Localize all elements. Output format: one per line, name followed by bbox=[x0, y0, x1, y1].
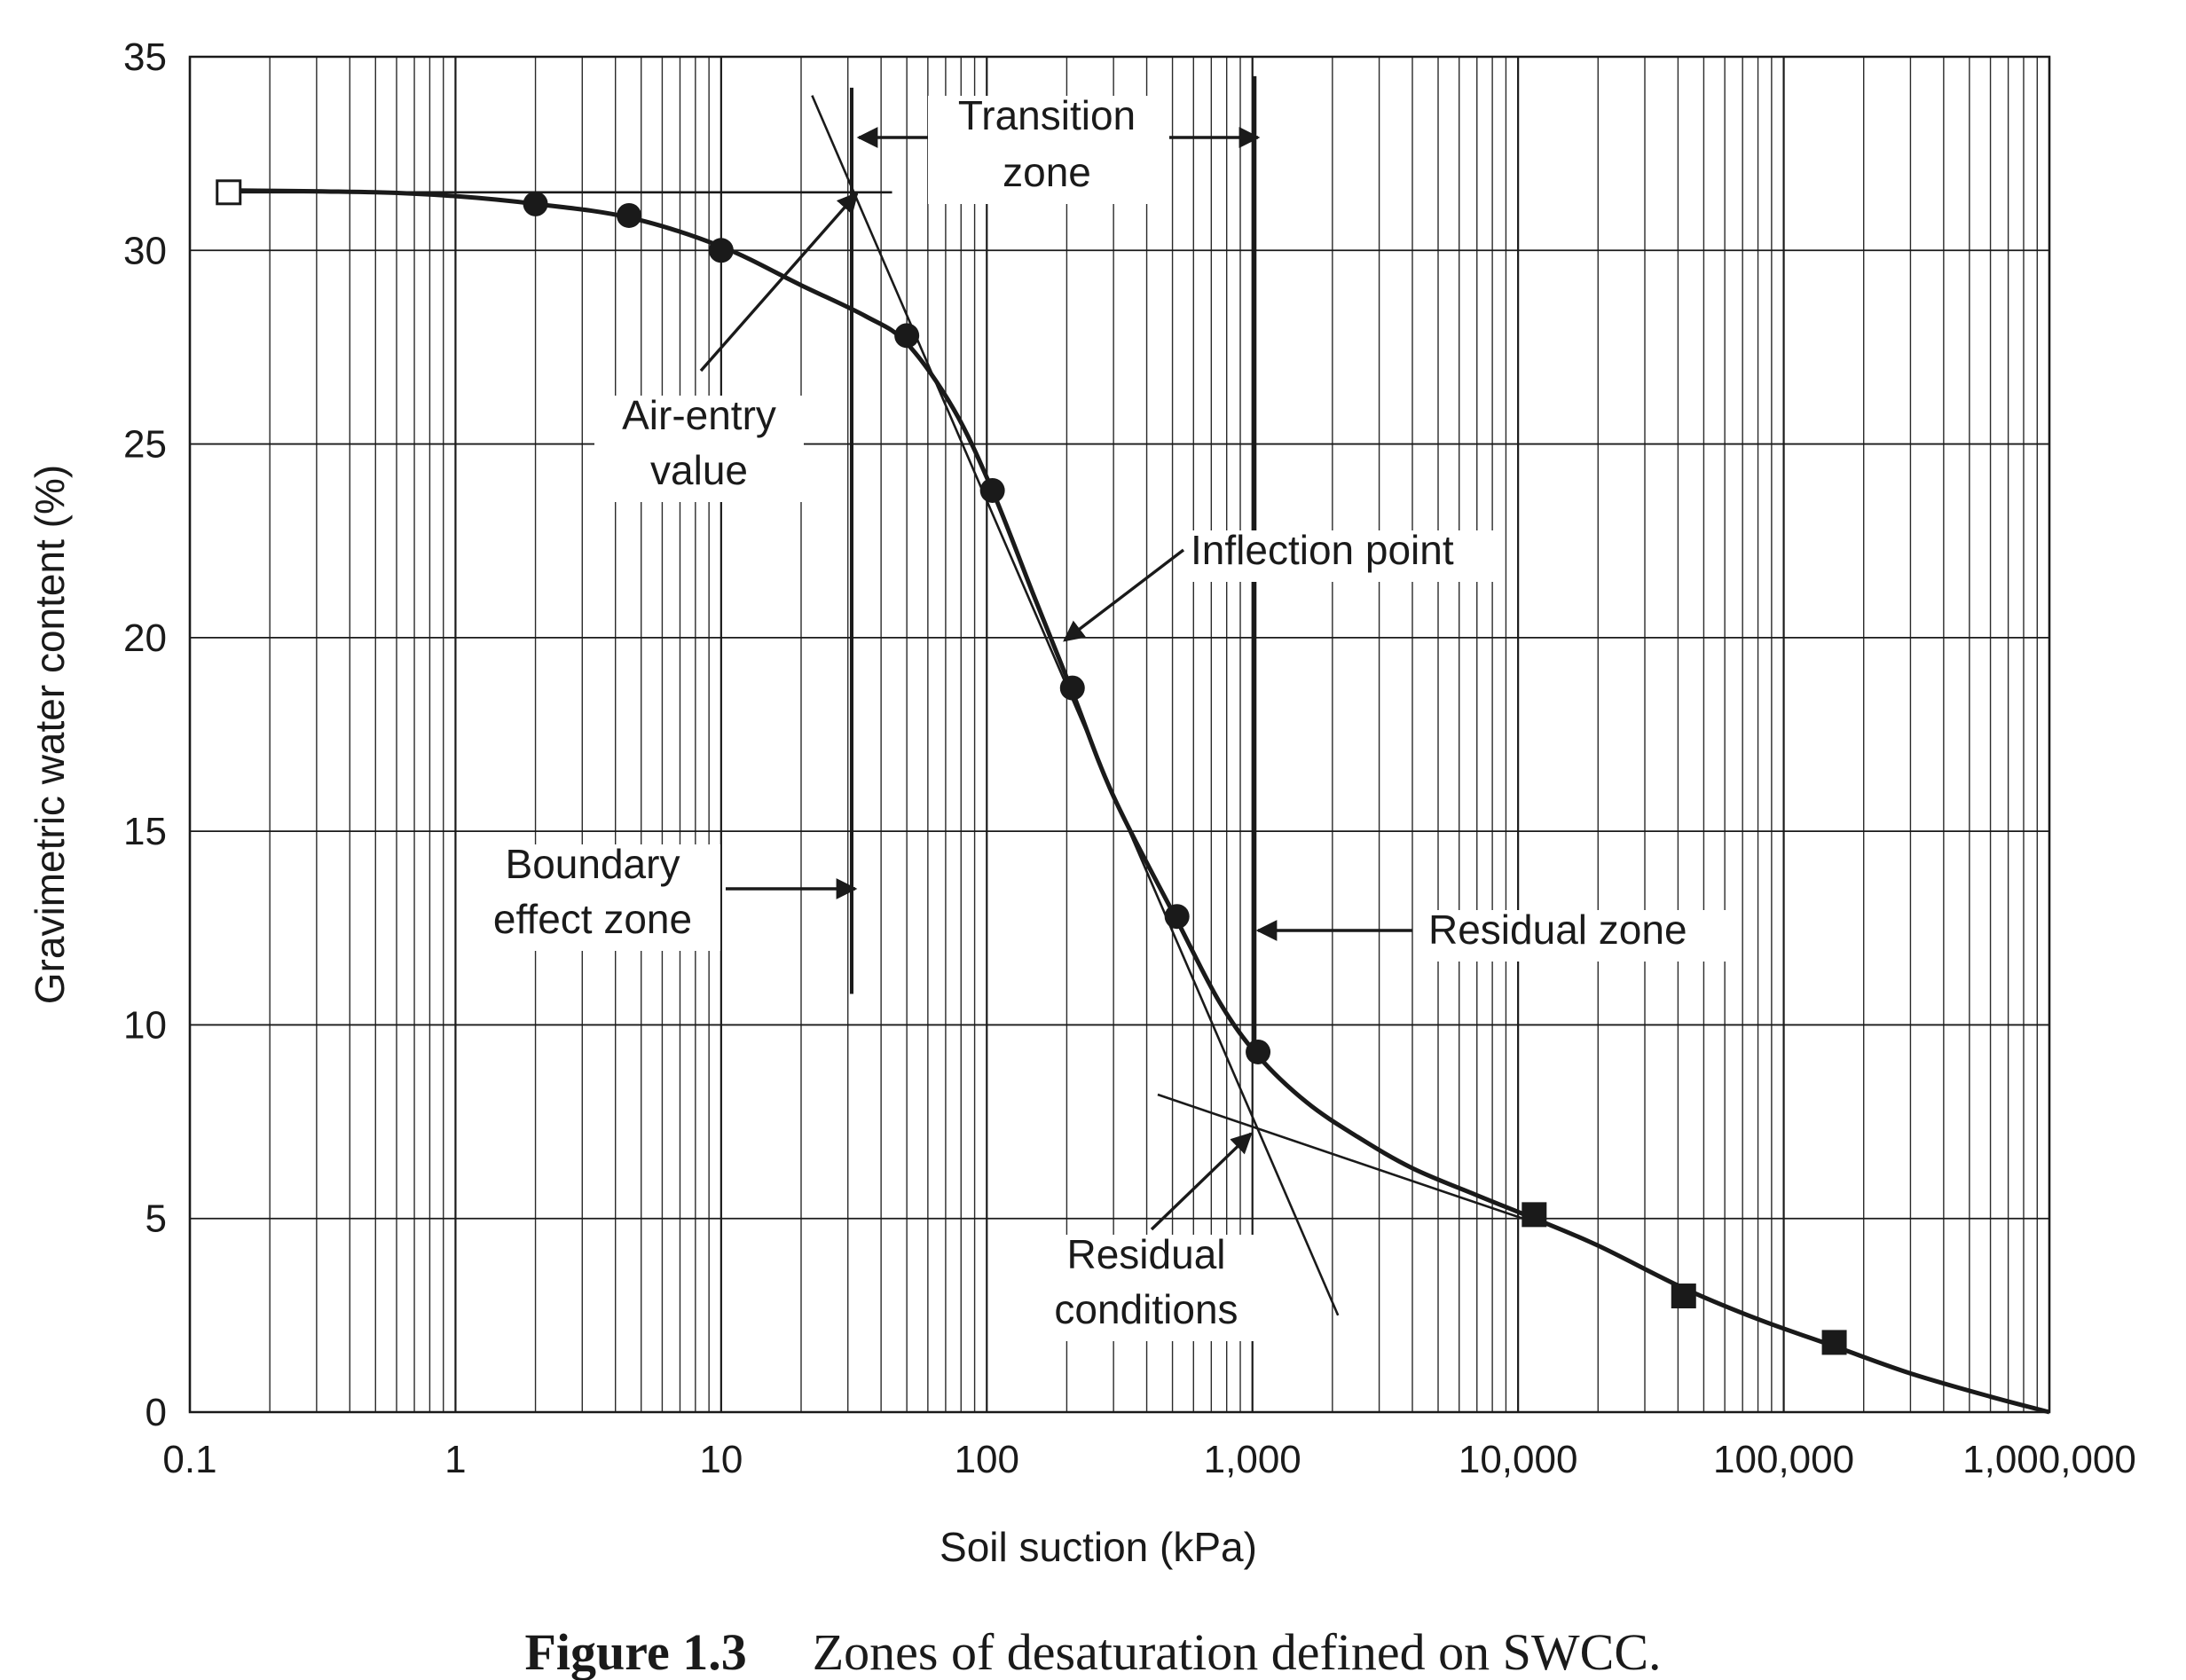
y-tick-label: 5 bbox=[145, 1197, 167, 1241]
x-tick-label: 10,000 bbox=[1459, 1438, 1578, 1481]
annotation-arrow bbox=[1150, 1132, 1253, 1231]
data-points bbox=[216, 179, 1847, 1355]
figure-caption: Figure 1.3 Zones of desaturation defined… bbox=[524, 1623, 1661, 1680]
x-tick-label: 10 bbox=[699, 1438, 743, 1481]
data-point-circle bbox=[1059, 675, 1085, 701]
data-point-square bbox=[1821, 1330, 1847, 1355]
y-tick-label: 20 bbox=[123, 616, 167, 660]
y-axis-title: Gravimetric water content (%) bbox=[27, 465, 73, 1004]
data-point-circle bbox=[523, 191, 548, 216]
annotation-transition: Transition zone bbox=[928, 92, 1166, 204]
inflection-tangent-line bbox=[811, 95, 1340, 1316]
x-tick-label: 1,000,000 bbox=[1962, 1438, 2136, 1481]
annotation-background bbox=[594, 396, 804, 502]
annotation-text: Boundary bbox=[506, 841, 680, 887]
y-tick-labels: 0 5 10 15 20 25 30 35 bbox=[123, 35, 167, 1434]
annotation-text: Inflection point bbox=[1191, 527, 1454, 573]
annotation-boundary: Boundary effect zone bbox=[468, 841, 720, 951]
y-tick-label: 10 bbox=[123, 1003, 167, 1047]
annotation-text: Residual bbox=[1067, 1231, 1226, 1277]
x-tick-label: 1,000 bbox=[1204, 1438, 1301, 1481]
plot-frame bbox=[188, 55, 2051, 1414]
residual-tangent-line bbox=[1157, 1093, 1535, 1224]
data-point-circle bbox=[979, 477, 1005, 503]
annotation-text: effect zone bbox=[493, 896, 692, 942]
y-tick-label: 30 bbox=[123, 229, 167, 272]
annotation-text: Transition bbox=[958, 92, 1136, 138]
annotation-air-entry: Air-entry value bbox=[594, 392, 804, 502]
data-point-open-square bbox=[216, 179, 242, 206]
x-tick-labels: 0.1 1 10 100 1,000 10,000 100,000 1,000,000 bbox=[162, 1438, 2135, 1481]
grid bbox=[188, 56, 2051, 1413]
annotation-residual-zone: Residual zone bbox=[1416, 907, 1737, 962]
annotation-text: Air-entry bbox=[622, 392, 776, 438]
data-point-circle bbox=[617, 202, 642, 228]
annotation-arrow bbox=[699, 192, 859, 373]
data-point-circle bbox=[1246, 1039, 1271, 1064]
y-tick-label: 0 bbox=[145, 1391, 167, 1434]
annotations: Transition zone Air-entry value Inflection p… bbox=[468, 92, 1737, 1341]
data-point-square bbox=[1671, 1284, 1696, 1309]
data-point-square bbox=[1522, 1202, 1547, 1228]
annotation-background bbox=[1027, 1235, 1265, 1341]
y-tick-label: 25 bbox=[123, 423, 167, 467]
data-point-circle bbox=[1164, 904, 1190, 930]
annotation-background bbox=[928, 96, 1166, 204]
annotation-text: conditions bbox=[1054, 1286, 1238, 1332]
x-axis-title: Soil suction (kPa) bbox=[940, 1524, 1257, 1570]
annotation-residual-conditions: Residual conditions bbox=[1027, 1231, 1265, 1341]
y-tick-label: 15 bbox=[123, 810, 167, 853]
data-point-circle bbox=[708, 238, 734, 263]
annotation-arrow bbox=[1063, 548, 1185, 642]
y-tick-label: 35 bbox=[123, 35, 167, 79]
x-tick-label: 0.1 bbox=[162, 1438, 216, 1481]
annotation-text: zone bbox=[1003, 149, 1091, 195]
annotation-background bbox=[468, 844, 720, 951]
annotation-text: value bbox=[650, 447, 748, 493]
x-tick-label: 1 bbox=[444, 1438, 466, 1481]
x-tick-label: 100,000 bbox=[1713, 1438, 1854, 1481]
x-tick-label: 100 bbox=[955, 1438, 1019, 1481]
data-point-circle bbox=[894, 323, 920, 349]
annotation-text: Residual zone bbox=[1428, 907, 1687, 953]
annotation-background bbox=[1416, 910, 1737, 962]
annotation-inflection: Inflection point bbox=[1178, 527, 1503, 582]
annotation-background bbox=[1178, 530, 1503, 582]
figure-label: Figure 1.3 bbox=[524, 1623, 746, 1680]
plot-background bbox=[190, 57, 2049, 1412]
figure-caption-text: Zones of desaturation defined on SWCC. bbox=[813, 1623, 1662, 1680]
